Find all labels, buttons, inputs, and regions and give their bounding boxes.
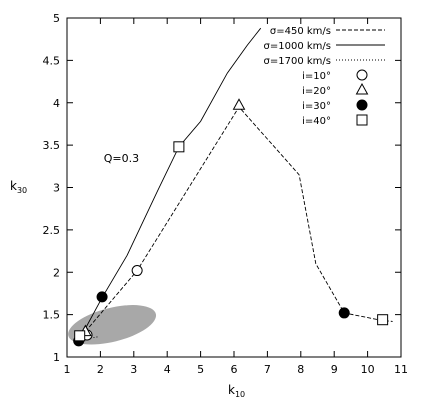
x-tick-label: 1	[64, 363, 71, 376]
y-tick-label: 3.5	[43, 139, 61, 152]
series-line-1	[85, 106, 393, 332]
y-axis-label: k30	[10, 179, 27, 195]
legend-label: i=30°	[302, 101, 331, 112]
y-axis-label-sub: 30	[17, 186, 27, 195]
x-axis-label: k10	[228, 383, 245, 399]
x-tick-label: 3	[130, 363, 137, 376]
y-axis-label-base: k	[10, 179, 17, 193]
x-tick-label: 9	[331, 363, 338, 376]
x-tick-label: 2	[97, 363, 104, 376]
legend-label: i=10°	[302, 71, 331, 82]
marker-open-triangle-point	[232, 98, 246, 110]
svg-text:k30: k30	[10, 179, 27, 195]
y-tick-label: 4	[53, 97, 60, 110]
y-tick-label: 1.5	[43, 309, 61, 322]
legend-marker-sample	[356, 99, 368, 111]
x-tick-label: 7	[264, 363, 271, 376]
marker-open-square-point	[377, 314, 389, 326]
marker-filled-circle-point	[338, 307, 350, 319]
legend-label: σ=450 km/s	[270, 26, 331, 37]
annotation-q: Q=0.3	[104, 152, 139, 165]
y-tick-label: 2.5	[43, 224, 61, 237]
y-tick-label: 2	[53, 266, 60, 279]
plot-frame	[66, 17, 402, 358]
marker-open-circle-point	[131, 265, 143, 277]
legend-label: σ=1700 km/s	[264, 56, 331, 67]
legend-label: i=20°	[302, 86, 331, 97]
legend: σ=450 km/s σ=1000 km/s σ=1700 km/s i=10° i=2…	[264, 26, 385, 127]
marker-open-square-point	[74, 330, 86, 342]
y-tick-label: 1	[53, 351, 60, 364]
plot-layer	[68, 27, 393, 347]
x-axis-label-base: k	[228, 383, 235, 397]
legend-marker-sample	[356, 114, 368, 126]
x-axis-label-sub: 10	[235, 390, 245, 399]
y-tick-label: 5	[53, 12, 60, 25]
svg-text:k10: k10	[228, 383, 245, 399]
y-tick-label: 3	[53, 182, 60, 195]
marker-open-square-point	[173, 141, 185, 153]
x-tick-label: 10	[361, 363, 375, 376]
x-tick-label: 4	[164, 363, 171, 376]
legend-marker-sample	[356, 69, 368, 81]
legend-label: i=40°	[302, 116, 331, 127]
x-tick-label: 5	[197, 363, 204, 376]
x-tick-label: 11	[394, 363, 408, 376]
y-tick-label: 4.5	[43, 54, 61, 67]
legend-marker-sample	[355, 82, 369, 95]
legend-label: σ=1000 km/s	[264, 41, 331, 52]
x-tick-label: 6	[231, 363, 238, 376]
x-tick-label: 8	[297, 363, 304, 376]
marker-filled-circle-point	[96, 291, 108, 303]
